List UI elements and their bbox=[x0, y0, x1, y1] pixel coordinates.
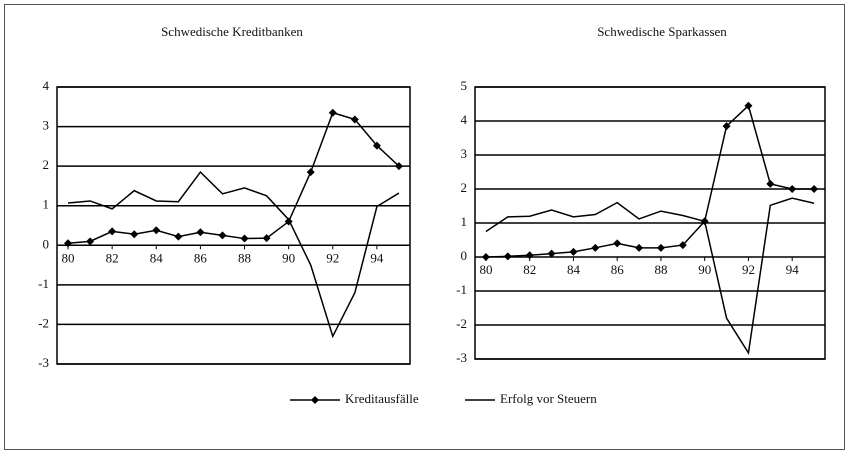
series-marker bbox=[394, 162, 403, 171]
x-tick-label: 80 bbox=[62, 250, 75, 265]
x-tick-label: 92 bbox=[742, 262, 755, 277]
series-line bbox=[67, 170, 400, 339]
y-tick-label: 3 bbox=[461, 146, 468, 161]
y-tick-label: 4 bbox=[43, 78, 50, 93]
plot-frame bbox=[474, 86, 826, 360]
x-tick-label: 92 bbox=[326, 250, 339, 265]
x-tick-label: 82 bbox=[106, 250, 119, 265]
series-line bbox=[485, 197, 815, 355]
y-tick-label: 0 bbox=[461, 248, 468, 263]
series-marker bbox=[350, 115, 359, 124]
series-marker bbox=[174, 232, 183, 241]
series-marker bbox=[656, 243, 665, 252]
y-tick-label: -3 bbox=[456, 350, 467, 365]
y-tick-label: -2 bbox=[456, 316, 467, 331]
series-marker bbox=[481, 253, 490, 261]
series-marker bbox=[64, 239, 73, 248]
series-marker bbox=[240, 234, 249, 243]
series-marker bbox=[547, 249, 556, 258]
series-marker bbox=[503, 252, 512, 261]
x-tick-label: 94 bbox=[370, 250, 384, 265]
legend-marker bbox=[311, 396, 319, 404]
y-tick-label: -3 bbox=[38, 355, 49, 370]
chart-title: Schwedische Sparkassen bbox=[597, 24, 727, 39]
y-tick-label: -1 bbox=[456, 282, 467, 297]
y-tick-label: 0 bbox=[43, 236, 50, 251]
x-tick-label: 84 bbox=[150, 250, 164, 265]
series-marker bbox=[613, 239, 622, 248]
series-marker bbox=[766, 179, 775, 188]
y-tick-label: 5 bbox=[461, 78, 468, 93]
frame bbox=[4, 4, 845, 450]
legend-label: Erfolg vor Steuern bbox=[500, 391, 597, 406]
series-marker bbox=[744, 101, 753, 110]
series-marker bbox=[306, 168, 315, 177]
series-marker bbox=[591, 243, 600, 252]
x-tick-label: 90 bbox=[282, 250, 295, 265]
x-tick-label: 80 bbox=[479, 262, 492, 277]
series-marker bbox=[86, 237, 95, 246]
x-tick-label: 94 bbox=[786, 262, 800, 277]
x-tick-label: 86 bbox=[194, 250, 208, 265]
series-marker bbox=[810, 185, 819, 193]
x-tick-label: 82 bbox=[523, 262, 536, 277]
y-tick-label: -2 bbox=[38, 315, 49, 330]
series-marker bbox=[152, 226, 161, 235]
y-tick-label: -1 bbox=[38, 276, 49, 291]
y-tick-label: 2 bbox=[43, 157, 50, 172]
series-marker bbox=[525, 251, 534, 260]
series-marker bbox=[218, 231, 227, 240]
series-line bbox=[67, 111, 400, 245]
y-tick-label: 3 bbox=[43, 118, 50, 133]
series-marker bbox=[722, 122, 731, 131]
plot-frame bbox=[56, 86, 411, 365]
series-marker bbox=[196, 228, 205, 237]
series-marker bbox=[130, 230, 139, 239]
chart-title: Schwedische Kreditbanken bbox=[161, 24, 303, 39]
series-marker bbox=[635, 243, 644, 252]
series-marker bbox=[328, 108, 337, 117]
x-tick-label: 88 bbox=[238, 250, 251, 265]
x-tick-label: 84 bbox=[567, 262, 581, 277]
series-marker bbox=[372, 141, 381, 150]
series-marker bbox=[108, 227, 117, 236]
x-tick-label: 88 bbox=[654, 262, 667, 277]
y-tick-label: 1 bbox=[43, 197, 50, 212]
series-marker bbox=[678, 241, 687, 250]
y-tick-label: 1 bbox=[461, 214, 468, 229]
x-tick-label: 90 bbox=[698, 262, 711, 277]
legend-label: Kreditausfälle bbox=[345, 391, 419, 406]
y-tick-label: 2 bbox=[461, 180, 468, 195]
series-line bbox=[485, 104, 815, 258]
series-marker bbox=[788, 185, 797, 193]
series-marker bbox=[262, 234, 271, 243]
series-marker bbox=[569, 247, 578, 256]
x-tick-label: 86 bbox=[611, 262, 625, 277]
y-tick-label: 4 bbox=[461, 112, 468, 127]
